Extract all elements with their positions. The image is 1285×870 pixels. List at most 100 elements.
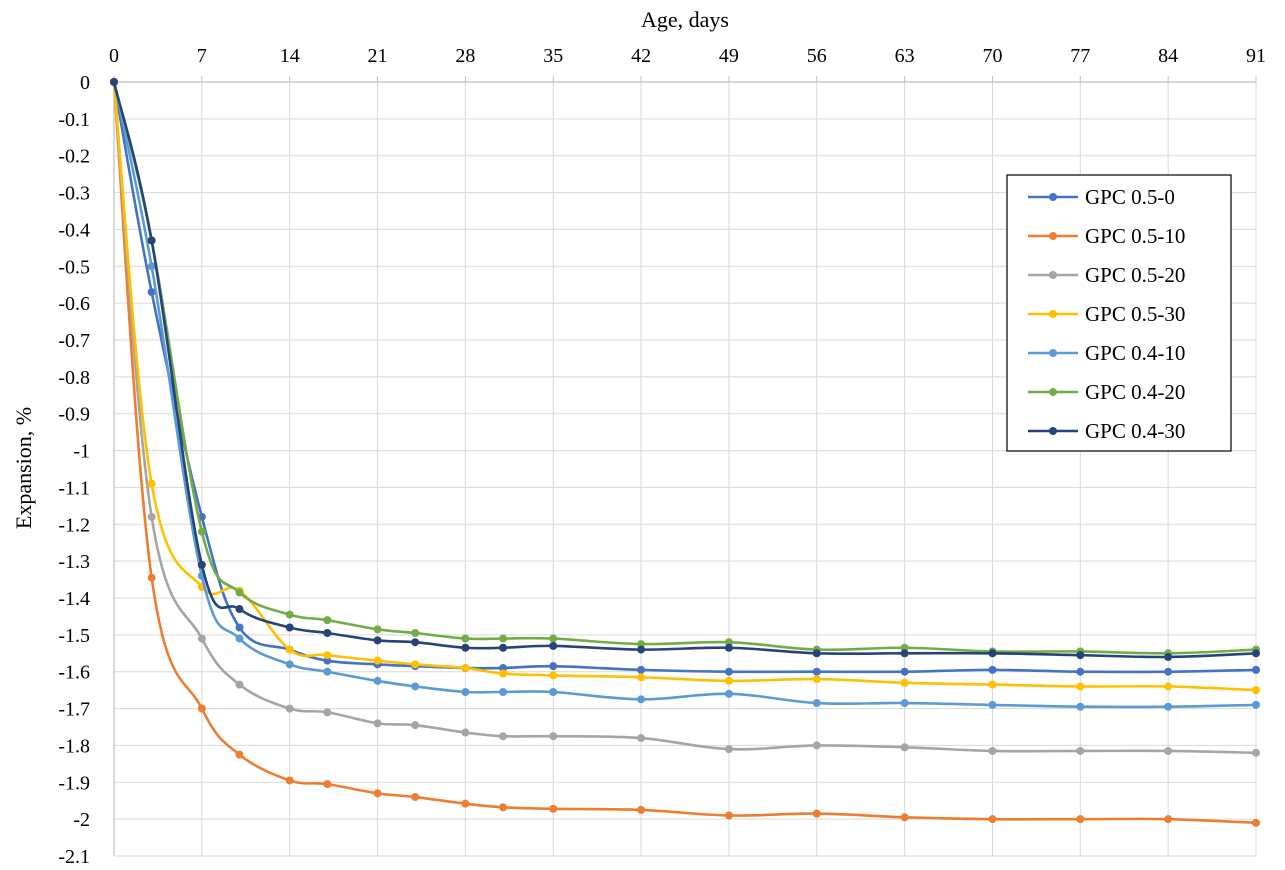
- x-tick-label: 77: [1070, 45, 1090, 67]
- data-point: [323, 708, 332, 717]
- data-point: [499, 732, 508, 741]
- legend-marker: [1049, 310, 1057, 318]
- data-point: [235, 634, 244, 643]
- data-point: [988, 680, 997, 689]
- legend-item: GPC 0.4-20: [1028, 380, 1185, 404]
- y-tick-label: -1.4: [58, 588, 90, 610]
- data-point: [1076, 667, 1085, 676]
- data-point: [461, 643, 470, 652]
- data-point: [197, 527, 206, 536]
- data-point: [812, 649, 821, 658]
- data-point: [197, 704, 206, 713]
- data-point: [147, 512, 156, 521]
- y-tick-label: 0: [80, 72, 90, 94]
- data-point: [323, 656, 332, 665]
- data-point: [499, 664, 508, 673]
- data-point: [724, 643, 733, 652]
- data-point: [147, 573, 156, 582]
- data-point: [1164, 746, 1173, 755]
- data-point: [235, 680, 244, 689]
- axes: 0 -0.1 -0.2 -0.3 -0.4 -0.5 -0.6 -0.7 -0.8 -0.9 -1 -…: [58, 45, 1266, 868]
- series-gpc-0-4-10: [110, 78, 1260, 711]
- x-tick-label: 42: [631, 45, 651, 67]
- data-point: [1076, 702, 1085, 711]
- legend-item: GPC 0.5-10: [1028, 224, 1185, 248]
- data-point: [549, 671, 558, 680]
- data-point: [373, 789, 382, 798]
- data-point: [900, 643, 909, 652]
- data-point: [900, 678, 909, 687]
- data-point: [637, 640, 646, 649]
- data-point: [724, 638, 733, 647]
- legend-item: GPC 0.5-20: [1028, 263, 1185, 287]
- y-tick-label: -1.2: [58, 514, 90, 536]
- data-point: [988, 746, 997, 755]
- data-point: [988, 815, 997, 824]
- y-tick-label: -1.3: [58, 551, 90, 573]
- data-point: [373, 719, 382, 728]
- x-tick-label: 49: [719, 45, 739, 67]
- data-point: [1164, 815, 1173, 824]
- data-point: [724, 676, 733, 685]
- y-tick-label: -0.8: [58, 367, 90, 389]
- legend-label: GPC 0.4-10: [1085, 341, 1185, 365]
- legend-marker: [1049, 349, 1057, 357]
- x-tick-label: 35: [543, 45, 563, 67]
- legend-item: GPC 0.5-0: [1028, 185, 1175, 209]
- data-point: [1164, 702, 1173, 711]
- legend-marker: [1049, 427, 1057, 435]
- data-point: [1252, 665, 1260, 674]
- legend: GPC 0.5-0 GPC 0.5-10 GPC 0.5-20 GPC 0.5-30 G…: [1006, 174, 1232, 452]
- data-point: [1252, 700, 1260, 709]
- data-point: [285, 660, 294, 669]
- data-point: [411, 793, 420, 802]
- data-point: [900, 699, 909, 708]
- data-point: [1076, 815, 1085, 824]
- data-point: [323, 780, 332, 789]
- data-point: [988, 649, 997, 658]
- data-point: [499, 803, 508, 812]
- x-tick-label: 21: [368, 45, 388, 67]
- data-point: [900, 743, 909, 752]
- y-tick-label: -0.2: [58, 146, 90, 168]
- data-point: [323, 667, 332, 676]
- data-point: [637, 805, 646, 814]
- series-gpc-0-4-30: [110, 78, 1260, 661]
- x-tick-label: 56: [807, 45, 827, 67]
- y-tick-label: -2: [73, 809, 90, 831]
- legend-item: GPC 0.4-10: [1028, 341, 1185, 365]
- data-point: [812, 675, 821, 684]
- data-point: [235, 623, 244, 632]
- data-point: [373, 676, 382, 685]
- x-tick-label: 70: [982, 45, 1002, 67]
- data-point: [724, 745, 733, 754]
- y-tick-label: -1.9: [58, 772, 90, 794]
- data-point: [461, 799, 470, 808]
- data-point: [637, 645, 646, 654]
- data-point: [323, 616, 332, 625]
- data-point: [147, 236, 156, 245]
- data-point: [724, 667, 733, 676]
- data-point: [461, 664, 470, 673]
- y-tick-label: -2.1: [58, 846, 90, 868]
- y-tick-label: -1.8: [58, 735, 90, 757]
- series-layer: [110, 78, 1260, 827]
- y-tick-label: -1.7: [58, 699, 90, 721]
- data-point: [197, 634, 206, 643]
- data-point: [411, 721, 420, 730]
- data-point: [637, 673, 646, 682]
- legend-marker: [1049, 271, 1057, 279]
- data-point: [1252, 649, 1260, 658]
- legend-label: GPC 0.5-10: [1085, 224, 1185, 248]
- data-point: [499, 687, 508, 696]
- y-tick-label: -1.1: [58, 477, 90, 499]
- data-point: [1252, 686, 1260, 695]
- data-point: [373, 656, 382, 665]
- data-point: [147, 262, 156, 271]
- data-point: [147, 288, 156, 297]
- data-point: [411, 660, 420, 669]
- series-gpc-0-5-10: [110, 78, 1260, 827]
- data-point: [461, 634, 470, 643]
- data-point: [637, 665, 646, 674]
- data-point: [323, 629, 332, 638]
